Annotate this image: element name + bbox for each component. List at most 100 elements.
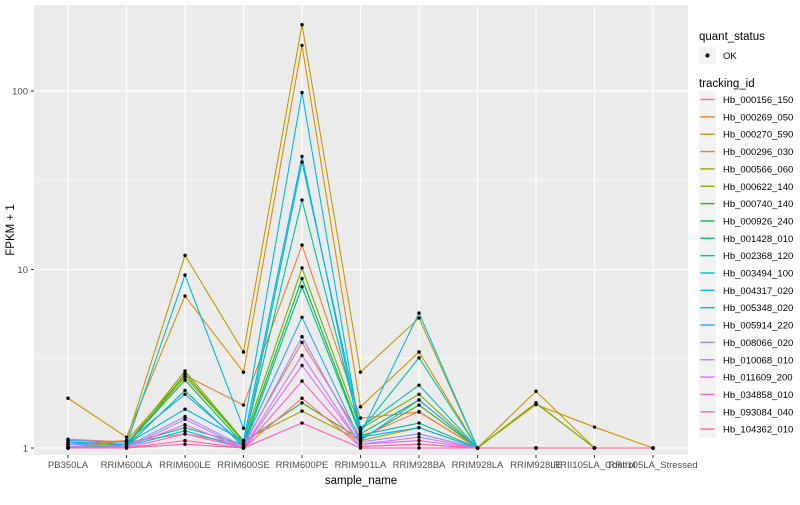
legend-item-Hb_010068_010: Hb_010068_010 (699, 351, 793, 369)
data-point (475, 446, 480, 450)
data-point (534, 446, 538, 450)
legend-item-label: Hb_000566_060 (723, 164, 793, 175)
legend-item-label: Hb_000740_140 (723, 199, 793, 210)
data-point (300, 421, 304, 425)
legend-item-Hb_000926_240: Hb_000926_240 (699, 212, 793, 230)
data-point (183, 429, 187, 433)
data-point (183, 375, 187, 379)
data-point (300, 198, 304, 202)
legend-item-label: Hb_000622_140 (723, 182, 793, 193)
data-point (300, 160, 304, 164)
x-tick-label: RRIM928LE (510, 460, 562, 471)
data-point (358, 435, 363, 439)
data-point (534, 389, 538, 393)
data-point (183, 438, 187, 443)
legend-item-Hb_000296_030: Hb_000296_030 (699, 143, 793, 161)
data-point (417, 350, 421, 354)
data-point (300, 90, 304, 95)
data-point (417, 410, 421, 414)
data-point (183, 407, 187, 411)
legend-item-Hb_002368_120: Hb_002368_120 (699, 247, 793, 265)
legend-item-label: Hb_005914_220 (723, 321, 793, 332)
data-point (358, 444, 363, 449)
data-point (358, 405, 363, 409)
data-point (417, 392, 421, 396)
data-point (183, 414, 187, 419)
data-point (183, 442, 187, 446)
data-point (417, 398, 421, 402)
legend-item-Hb_003494_100: Hb_003494_100 (699, 264, 793, 282)
data-point (417, 442, 421, 446)
legend-item-label: Hb_000926_240 (723, 216, 793, 227)
data-point (358, 370, 363, 374)
data-point (417, 432, 421, 436)
legend-item-Hb_000622_140: Hb_000622_140 (699, 177, 793, 195)
legend-quant-status-title: quant_status (699, 31, 765, 43)
legend-item-Hb_104362_010: Hb_104362_010 (699, 420, 793, 438)
legend-item-label: Hb_001428_010 (723, 234, 793, 245)
data-point (417, 421, 421, 425)
y-tick-label: 10 (17, 265, 28, 276)
x-tick-label: PB350LA (48, 460, 89, 471)
x-tick-label: RRIM600SE (217, 460, 270, 471)
legend-item-Hb_001428_010: Hb_001428_010 (699, 229, 793, 247)
data-points (66, 23, 655, 450)
data-point (300, 266, 304, 270)
data-point (300, 276, 304, 281)
data-point (300, 335, 304, 339)
data-point (300, 379, 304, 383)
legend-item-label: Hb_000156_150 (723, 95, 793, 106)
data-point (417, 356, 421, 360)
data-point (300, 409, 304, 413)
legend-item-label: Hb_011609_200 (723, 373, 793, 384)
legend-item-Hb_000269_050: Hb_000269_050 (699, 108, 793, 126)
legend-item-Hb_000270_590: Hb_000270_590 (699, 125, 793, 143)
data-point (124, 440, 129, 444)
data-point (241, 370, 246, 374)
legend-item-label: Hb_002368_120 (723, 251, 793, 262)
data-point (183, 388, 187, 393)
data-point (124, 446, 129, 450)
x-axis: PB350LA RRIM600LA RRIM600LE RRIM600SE RRIM60… (48, 455, 698, 471)
legend-item-label: Hb_005348_020 (723, 303, 793, 314)
legend-item-label: Hb_004317_020 (723, 286, 793, 297)
data-point (534, 401, 538, 405)
x-tick-label: RRIM928BA (393, 460, 446, 471)
data-point (358, 425, 363, 430)
data-point (241, 446, 246, 450)
x-tick-label: RRIM600LA (101, 460, 153, 471)
legend-item-Hb_093084_040: Hb_093084_040 (699, 403, 793, 421)
data-point (66, 396, 70, 400)
legend-item-label: Hb_000296_030 (723, 147, 793, 158)
data-point (183, 417, 187, 421)
legend-item-Hb_000566_060: Hb_000566_060 (699, 160, 793, 178)
data-point (241, 403, 246, 407)
y-tick-label: 100 (12, 87, 28, 98)
data-point (417, 403, 421, 407)
data-point (66, 438, 70, 443)
legend-item-Hb_005914_220: Hb_005914_220 (699, 316, 793, 334)
legend-item-label: Hb_008066_020 (723, 338, 793, 349)
data-point (300, 315, 304, 319)
data-point (183, 273, 187, 277)
data-point (417, 446, 421, 450)
legend-item-Hb_005348_020: Hb_005348_020 (699, 299, 793, 317)
legend-item-label: Hb_034858_010 (723, 390, 793, 401)
x-tick-label: RRIM928LA (452, 460, 504, 471)
legend-tracking-id-entries: Hb_000156_150 Hb_000269_050 Hb_000270_590 H… (699, 91, 793, 438)
legend: quant_status OK tracking_id Hb_000156_15… (699, 31, 793, 438)
y-tick-label: 1 (23, 444, 28, 455)
data-point (183, 378, 187, 382)
legend-item-label: Hb_010068_010 (723, 355, 793, 366)
x-tick-label: RRIM901LA (335, 460, 387, 471)
legend-item-Hb_008066_020: Hb_008066_020 (699, 333, 793, 351)
x-tick-label: RRIM600LE (159, 460, 211, 471)
y-axis: 1 10 100 (12, 87, 34, 455)
data-point (183, 372, 187, 376)
data-point (300, 43, 304, 48)
y-axis-title: FPKM + 1 (5, 204, 17, 255)
data-point (300, 340, 304, 345)
legend-item-Hb_004317_020: Hb_004317_020 (699, 281, 793, 299)
data-point (300, 243, 304, 247)
data-point (300, 353, 304, 358)
